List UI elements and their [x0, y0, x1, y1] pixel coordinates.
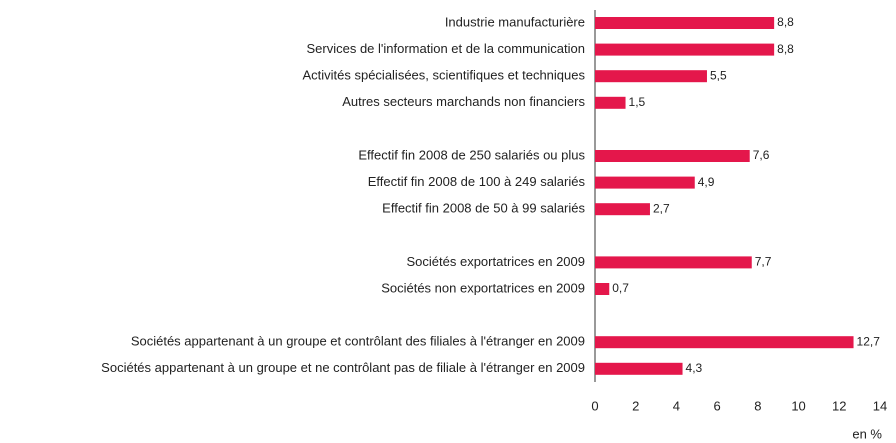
value-label: 8,8 — [777, 42, 794, 56]
value-label: 0,7 — [612, 281, 629, 295]
value-label: 1,5 — [629, 95, 646, 109]
y-tick-label: Activités spécialisées, scientifiques et… — [302, 68, 585, 83]
y-tick-label: Effectif fin 2008 de 250 salariés ou plu… — [358, 147, 585, 162]
bar — [595, 150, 750, 162]
y-tick-label: Effectif fin 2008 de 50 à 99 salariés — [382, 201, 585, 216]
y-tick-label: Sociétés exportatrices en 2009 — [407, 254, 586, 269]
y-tick-label: Sociétés appartenant à un groupe et cont… — [131, 334, 585, 349]
value-label: 2,7 — [653, 201, 670, 215]
value-label: 5,5 — [710, 68, 727, 82]
bar — [595, 203, 650, 216]
x-tick-label: 2 — [632, 398, 639, 413]
y-tick-label: Industrie manufacturière — [445, 14, 585, 29]
bar — [595, 362, 683, 375]
value-label: 12,7 — [857, 334, 881, 348]
x-tick-label: 6 — [714, 398, 721, 413]
x-tick-label: 8 — [754, 398, 761, 413]
value-label: 7,6 — [753, 148, 770, 162]
y-tick-label: Autres secteurs marchands non financiers — [342, 94, 585, 109]
x-tick-label: 10 — [791, 398, 805, 413]
bar — [595, 96, 626, 109]
y-tick-label: Sociétés non exportatrices en 2009 — [381, 280, 585, 295]
x-axis-label: en % — [852, 426, 882, 441]
bar — [595, 43, 775, 56]
y-tick-label: Effectif fin 2008 de 100 à 249 salariés — [368, 174, 586, 189]
value-label: 4,3 — [686, 361, 703, 375]
value-label: 4,9 — [698, 175, 715, 189]
bar — [595, 176, 695, 189]
y-tick-label: Sociétés appartenant à un groupe et ne c… — [101, 360, 585, 375]
x-tick-label: 14 — [873, 398, 887, 413]
x-tick-label: 0 — [591, 398, 598, 413]
bar — [595, 283, 610, 295]
bar — [595, 17, 775, 29]
bar — [595, 336, 854, 349]
value-label: 7,7 — [755, 255, 772, 269]
x-tick-label: 4 — [673, 398, 680, 413]
x-tick-label: 12 — [832, 398, 846, 413]
bar — [595, 70, 707, 83]
bar — [595, 256, 752, 269]
value-label: 8,8 — [777, 15, 794, 29]
y-tick-label: Services de l'information et de la commu… — [306, 41, 585, 56]
